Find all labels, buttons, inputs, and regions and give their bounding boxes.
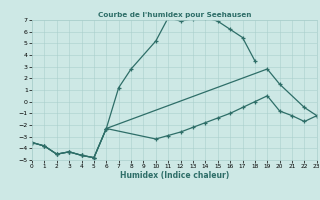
Title: Courbe de l'humidex pour Seehausen: Courbe de l'humidex pour Seehausen: [98, 12, 251, 18]
X-axis label: Humidex (Indice chaleur): Humidex (Indice chaleur): [120, 171, 229, 180]
